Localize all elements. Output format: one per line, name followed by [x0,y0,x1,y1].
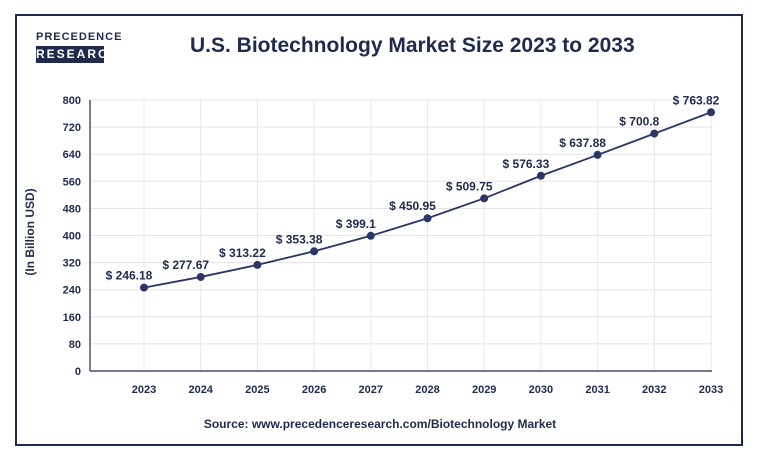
data-point [480,194,489,203]
data-point [593,150,602,159]
y-tick-label: 720 [63,122,81,134]
y-tick-label: 80 [69,339,81,351]
data-label: $ 450.95 [389,199,436,213]
x-tick-label: 2028 [415,384,439,396]
chart-title: U.S. Biotechnology Market Size 2023 to 2… [190,34,635,57]
data-point [423,214,432,223]
data-label: $ 509.75 [446,179,493,193]
data-point [536,171,545,180]
y-tick-label: 480 [63,203,81,215]
y-tick-label: 400 [63,231,81,243]
y-tick-label: 560 [63,176,81,188]
data-point [196,272,205,281]
logo-bottom-text: RESEARCH [36,46,120,63]
y-tick-label: 240 [63,285,81,297]
data-label: $ 576.33 [503,157,550,171]
data-point [707,108,715,117]
data-label: $ 246.18 [106,269,153,283]
data-label: $ 353.38 [276,232,323,246]
x-tick-label: 2023 [132,384,156,396]
data-label: $ 637.88 [559,136,606,150]
x-tick-label: 2030 [529,384,553,396]
y-tick-label: 0 [75,366,81,378]
source-note: Source: www.precedenceresearch.com/Biote… [203,417,557,431]
x-tick-label: 2033 [699,384,723,396]
x-tick-label: 2029 [472,384,496,396]
data-point [140,283,148,292]
y-tick-label: 640 [63,149,81,161]
data-label: $ 399.1 [336,217,376,231]
x-tick-label: 2024 [188,384,213,396]
logo-top-text: PRECEDENCE [36,31,123,43]
data-point [366,231,375,240]
brand-logo: PRECEDENCE RESEARCH [36,30,123,70]
y-tick-label: 800 [63,95,81,107]
x-tick-label: 2026 [302,384,326,396]
y-tick-label: 320 [63,258,81,270]
x-tick-label: 2027 [359,384,383,396]
data-label: $ 313.22 [219,246,266,260]
y-tick-label: 160 [63,312,81,324]
data-point [310,247,319,256]
x-tick-label: 2025 [245,384,269,396]
data-label: $ 763.82 [673,93,720,107]
data-point [650,129,659,138]
x-tick-label: 2032 [642,384,666,396]
data-label: $ 700.8 [619,115,659,129]
data-label: $ 277.67 [162,258,209,272]
chart-frame [15,14,743,446]
data-point [253,260,262,269]
x-tick-label: 2031 [585,384,609,396]
